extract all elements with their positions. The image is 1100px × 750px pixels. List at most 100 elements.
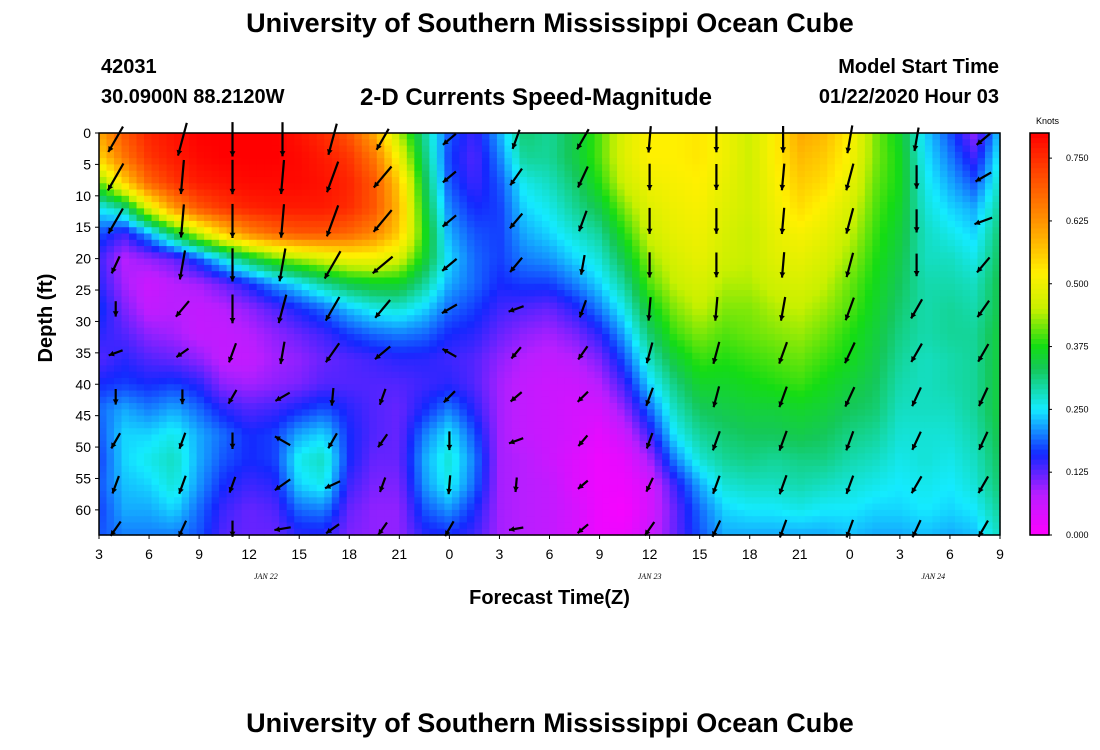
heatmap-cell <box>654 428 663 436</box>
heatmap-cell <box>541 377 551 385</box>
heatmap-cell <box>489 428 498 436</box>
heatmap-cell <box>339 296 348 304</box>
heatmap-cell <box>279 459 288 467</box>
heatmap-cell <box>609 164 618 172</box>
heatmap-cell <box>429 176 438 184</box>
heatmap-cell <box>301 183 310 191</box>
heatmap-cell <box>241 340 250 348</box>
heatmap-cell <box>346 258 355 266</box>
heatmap-cell <box>151 484 160 492</box>
heatmap-cell <box>444 239 453 247</box>
heatmap-cell <box>376 202 385 209</box>
heatmap-cell <box>526 528 536 536</box>
heatmap-cell <box>662 503 671 511</box>
heatmap-cell <box>391 352 400 360</box>
heatmap-cell <box>557 189 566 197</box>
heatmap-cell <box>632 428 641 436</box>
heatmap-cell <box>421 321 430 329</box>
heatmap-cell <box>594 164 603 172</box>
heatmap-cell <box>496 447 506 454</box>
heatmap-cell <box>594 465 603 473</box>
heatmap-cell <box>279 491 288 498</box>
heatmap-cell <box>264 421 273 429</box>
heatmap-cell <box>196 428 205 436</box>
heatmap-cell <box>511 528 521 536</box>
heatmap-cell <box>444 208 453 216</box>
heatmap-cell <box>526 377 536 385</box>
heatmap-cell <box>106 176 115 184</box>
heatmap-cell <box>594 158 603 166</box>
heatmap-cell <box>241 359 250 367</box>
heatmap-cell <box>639 195 648 203</box>
heatmap-cell <box>572 145 581 153</box>
heatmap-cell <box>99 403 108 410</box>
heatmap-cell <box>579 447 588 454</box>
heatmap-cell <box>376 509 385 517</box>
heatmap-cell <box>384 246 393 253</box>
heatmap-cell <box>264 465 273 473</box>
heatmap-cell <box>557 271 566 279</box>
heatmap-cell <box>316 139 325 147</box>
heatmap-cell <box>587 472 596 480</box>
heatmap-cell <box>481 516 491 524</box>
heatmap-cell <box>249 258 258 266</box>
heatmap-cell <box>587 528 596 536</box>
heatmap-cell <box>99 158 108 166</box>
heatmap-cell <box>669 208 678 216</box>
heatmap-cell <box>669 327 678 335</box>
heatmap-cell <box>181 415 190 423</box>
heatmap-cell <box>129 516 138 524</box>
heatmap-cell <box>196 478 205 486</box>
heatmap-cell <box>136 403 145 410</box>
heatmap-cell <box>541 415 551 423</box>
heatmap-cell <box>504 133 513 140</box>
heatmap-cell <box>384 503 393 511</box>
heatmap-cell <box>511 233 521 241</box>
heatmap-cell <box>511 334 521 341</box>
heatmap-cell <box>662 164 671 172</box>
heatmap-cell <box>647 516 656 524</box>
heatmap-cell <box>144 277 153 285</box>
heatmap-cell <box>189 239 198 247</box>
heatmap-cell <box>421 164 430 172</box>
heatmap-cell <box>369 503 378 511</box>
heatmap-cell <box>159 302 168 310</box>
heatmap-cell <box>121 271 130 279</box>
heatmap-cell <box>331 214 340 222</box>
heatmap-cell <box>504 503 513 511</box>
heatmap-cell <box>271 403 280 410</box>
heatmap-cell <box>271 346 280 354</box>
heatmap-cell <box>204 409 213 417</box>
heatmap-cell <box>587 447 596 454</box>
heatmap-cell <box>181 327 190 335</box>
heatmap-cell <box>106 340 115 348</box>
heatmap-cell <box>662 384 671 392</box>
heatmap-cell <box>534 158 543 166</box>
heatmap-cell <box>286 384 295 392</box>
heatmap-cell <box>609 478 618 486</box>
heatmap-cell <box>406 346 415 354</box>
heatmap-cell <box>226 227 235 235</box>
heatmap-cell <box>136 522 145 530</box>
heatmap-cell <box>376 321 385 329</box>
heatmap-cell <box>279 183 288 191</box>
heatmap-cell <box>384 208 393 216</box>
heatmap-cell <box>399 277 408 285</box>
heatmap-cell <box>519 290 528 297</box>
heatmap-cell <box>526 264 536 272</box>
heatmap-cell <box>376 384 385 392</box>
heatmap-cell <box>466 352 476 360</box>
heatmap-cell <box>256 321 265 329</box>
heatmap-cell <box>106 415 115 423</box>
heatmap-cell <box>526 516 536 524</box>
heatmap-cell <box>541 264 551 272</box>
heatmap-cell <box>316 214 325 222</box>
heatmap-cell <box>647 472 656 480</box>
heatmap-cell <box>496 308 506 316</box>
heatmap-cell <box>602 384 611 392</box>
heatmap-cell <box>534 334 543 341</box>
heatmap-cell <box>174 315 183 323</box>
heatmap-cell <box>406 359 415 367</box>
heatmap-cell <box>421 327 430 335</box>
heatmap-cell <box>647 239 656 247</box>
